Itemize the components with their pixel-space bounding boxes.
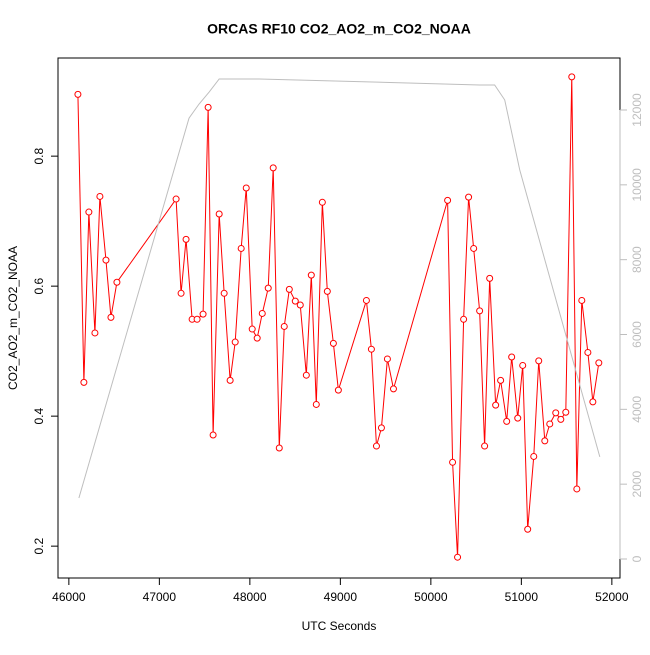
data-point [215,210,223,218]
data-point [199,310,207,318]
data-point [231,338,239,346]
data-point [362,296,370,304]
y-axis-label: CO2_AO2_m_CO2_NOAA [6,246,20,390]
data-point [302,371,310,379]
data-point [568,73,576,81]
data-point [248,325,256,333]
data-point [80,378,88,386]
data-point [275,444,283,452]
data-point [470,244,478,252]
data-point [444,196,452,204]
y2-tick-label: 12000 [630,93,644,127]
data-point [318,198,326,206]
y2-tick-label: 2000 [630,470,644,497]
data-point [530,452,538,460]
data-point [253,334,261,342]
data-point [193,315,201,323]
data-point [546,420,554,428]
data-point [541,437,549,445]
data-point [307,271,315,279]
chart-title: ORCAS RF10 CO2_AO2_m_CO2_NOAA [207,21,471,37]
data-point [172,195,180,203]
data-point [377,424,385,432]
data-point [177,289,185,297]
data-point [460,315,468,323]
y-tick-label: 0.6 [32,277,46,294]
data-point [524,525,532,533]
plot-box [57,57,621,579]
x-tick-label: 52000 [595,590,629,604]
data-point [519,361,527,369]
data-point [508,353,516,361]
data-point [74,90,82,98]
data-point [476,307,484,315]
series-line [78,78,601,499]
data-point [481,442,489,450]
data-point [269,164,277,172]
data-point [220,289,228,297]
data-point [449,458,457,466]
data-point [578,296,586,304]
data-point [280,322,288,330]
x-tick-label: 48000 [233,590,267,604]
data-point [497,376,505,384]
x-axis-label: UTC Seconds [302,619,377,633]
y2-tick-label: 6000 [630,321,644,348]
x-tick-label: 50000 [414,590,448,604]
series-line [77,76,600,558]
data-point [296,301,304,309]
data-point [85,208,93,216]
y-tick-label: 0.4 [32,407,46,424]
data-point [91,329,99,337]
data-point [312,400,320,408]
y2-tick-label: 0 [630,555,644,562]
data-point [552,409,560,417]
data-point [226,376,234,384]
data-point [383,355,391,363]
data-point [492,401,500,409]
data-point [557,415,565,423]
data-point [589,398,597,406]
data-point [242,184,250,192]
data-point [562,408,570,416]
data-point [465,193,473,201]
data-point [454,553,462,561]
data-point [535,357,543,365]
x-tick-label: 46000 [52,590,86,604]
data-point [372,442,380,450]
y2-tick-label: 8000 [630,246,644,273]
data-point [486,274,494,282]
data-point [514,414,522,422]
data-point [258,309,266,317]
data-point [584,348,592,356]
data-point [204,103,212,111]
y-tick-label: 0.8 [32,147,46,164]
data-point [367,345,375,353]
x-tick-label: 49000 [324,590,358,604]
data-point [573,485,581,493]
data-point [503,417,511,425]
data-point [329,339,337,347]
y2-tick-label: 4000 [630,396,644,423]
data-point [209,431,217,439]
x-tick-label: 51000 [505,590,539,604]
data-point [102,256,110,264]
data-point [107,313,115,321]
data-point [291,297,299,305]
y-tick-label: 0.2 [32,537,46,554]
data-point [96,192,104,200]
x-tick-label: 47000 [143,590,177,604]
data-point [182,235,190,243]
data-point [237,244,245,252]
data-point [264,284,272,292]
data-point [113,278,121,286]
data-point [595,359,603,367]
data-point [389,385,397,393]
data-point [323,287,331,295]
data-point [334,386,342,394]
data-point [285,285,293,293]
y2-tick-label: 10000 [630,168,644,202]
